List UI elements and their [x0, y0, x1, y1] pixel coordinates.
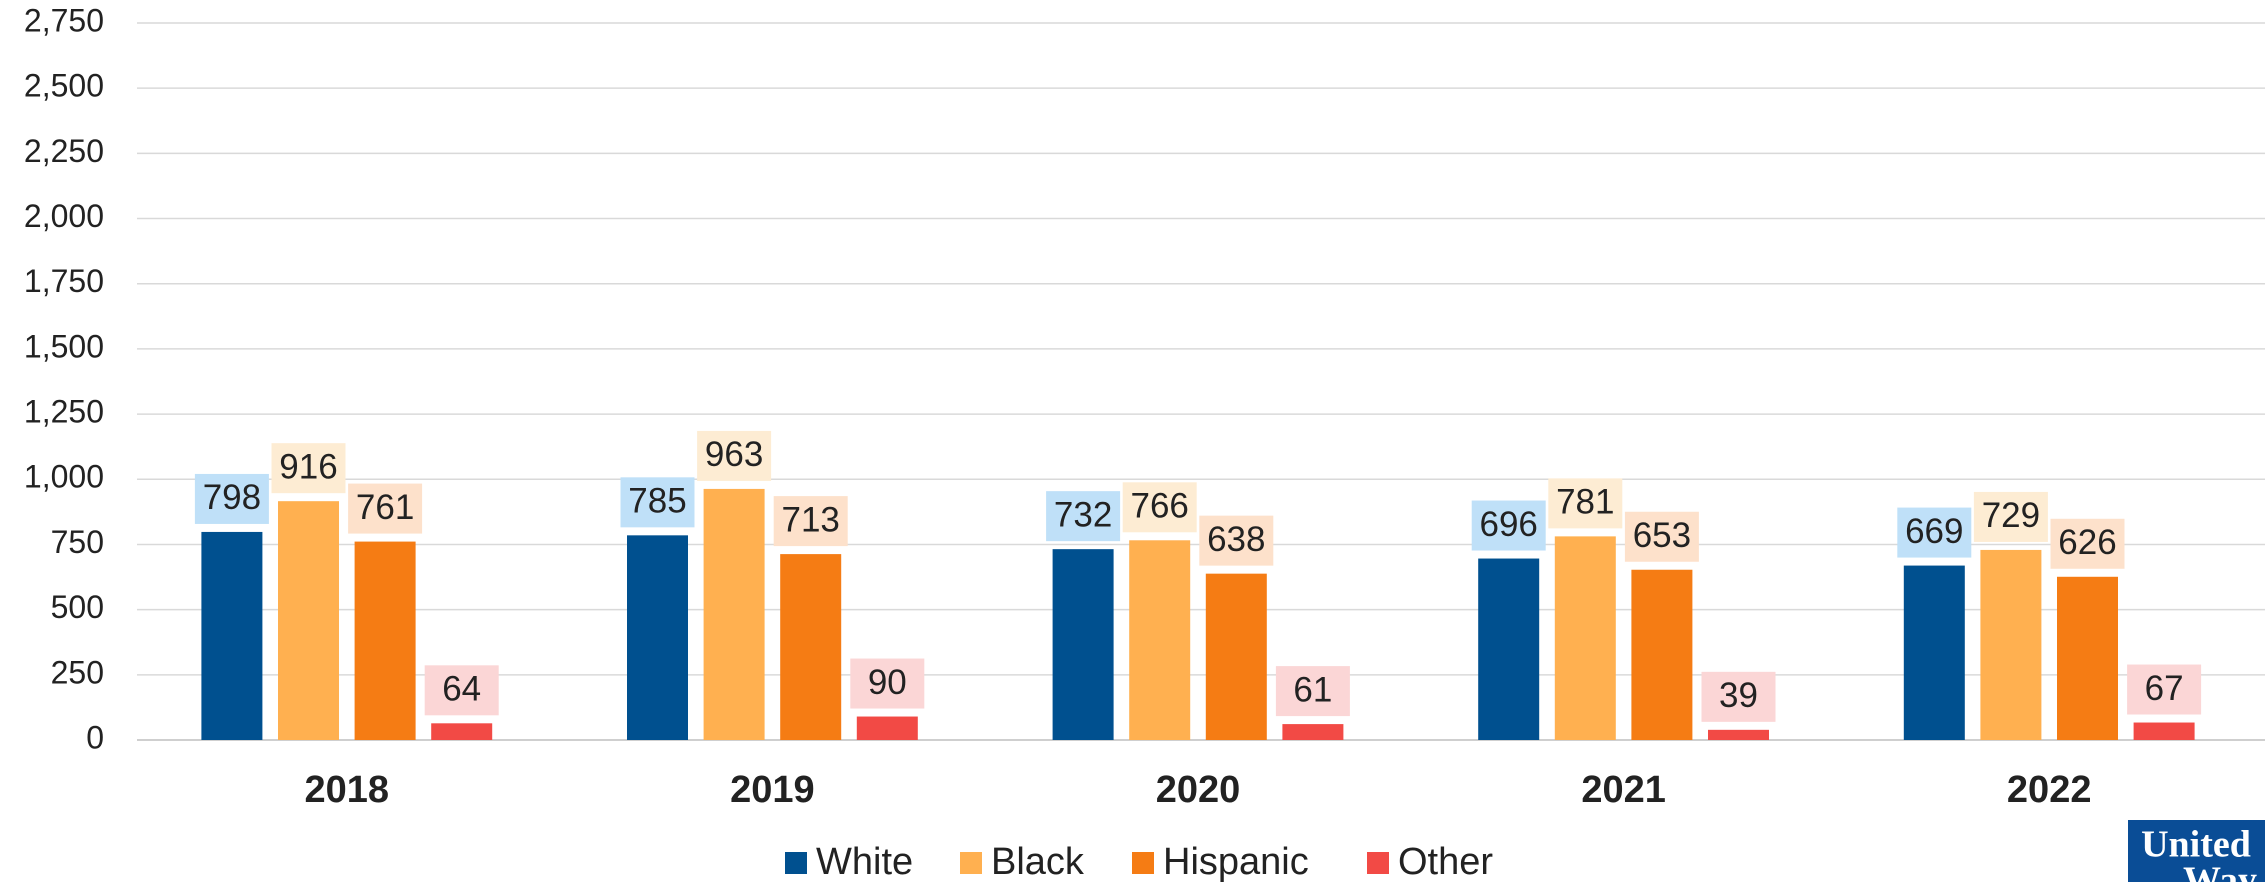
bar	[1129, 540, 1191, 740]
y-tick-label: 1,250	[24, 394, 104, 430]
data-label-bg	[773, 496, 848, 547]
x-tick-label: 2022	[2007, 769, 2092, 811]
y-tick-label: 1,000	[24, 459, 104, 495]
data-label: 638	[1207, 520, 1265, 559]
y-tick-label: 2,000	[24, 198, 104, 234]
data-label: 39	[1719, 676, 1758, 715]
x-tick-label: 2019	[730, 769, 815, 811]
data-label-bg	[424, 665, 499, 716]
bar	[780, 554, 842, 740]
bar	[1554, 536, 1616, 740]
data-label: 916	[279, 447, 337, 486]
y-tick-label: 2,250	[24, 133, 104, 169]
y-tick-label: 500	[51, 589, 104, 625]
data-label: 61	[1293, 670, 1332, 709]
bar	[1052, 549, 1114, 740]
logo-text: United	[2141, 824, 2251, 866]
bar	[1708, 729, 1769, 740]
data-label: 729	[1982, 496, 2040, 535]
bar	[627, 535, 688, 740]
bar	[1631, 569, 1693, 740]
data-label-bg	[2050, 518, 2125, 569]
bar	[1980, 549, 2042, 740]
y-tick-label: 1,500	[24, 328, 104, 364]
data-label: 781	[1556, 483, 1614, 522]
logo-text: Way	[2183, 860, 2257, 882]
data-label-bg	[1973, 491, 2048, 542]
data-label-bg	[1199, 515, 1274, 566]
data-label: 785	[628, 482, 686, 521]
bar	[1282, 724, 1344, 740]
data-label: 653	[1633, 516, 1691, 555]
y-tick-label: 0	[86, 719, 104, 755]
bar	[201, 531, 263, 740]
legend-swatch	[1132, 852, 1154, 874]
bar	[354, 541, 416, 740]
data-label: 67	[2145, 669, 2184, 708]
legend-swatch	[960, 852, 982, 874]
data-label-bg	[271, 443, 346, 494]
y-tick-label: 2,750	[24, 2, 104, 38]
x-tick-label: 2018	[305, 769, 390, 811]
data-label-bg	[1046, 491, 1121, 542]
legend-label: Other	[1398, 841, 1493, 882]
data-label: 798	[203, 478, 261, 517]
data-label-bg	[1471, 500, 1546, 551]
data-label-bg	[1122, 482, 1197, 533]
bar	[2133, 722, 2195, 740]
data-label: 626	[2058, 523, 2116, 562]
y-tick-label: 750	[51, 524, 104, 560]
data-label-bg	[1624, 511, 1699, 562]
bar	[1205, 573, 1267, 740]
data-label-bg	[1701, 671, 1776, 722]
data-label-bg	[620, 477, 695, 528]
legend-label: Black	[991, 841, 1085, 882]
data-label: 761	[356, 488, 414, 527]
legend-swatch	[785, 852, 807, 874]
bar	[703, 488, 765, 740]
data-label: 669	[1905, 512, 1963, 551]
data-label-bg	[348, 483, 423, 534]
bar	[2057, 576, 2118, 740]
logo-box	[2128, 820, 2265, 882]
data-label: 713	[781, 500, 839, 539]
data-label: 696	[1479, 505, 1537, 544]
data-label: 766	[1130, 487, 1188, 526]
legend-label: Hispanic	[1163, 841, 1309, 882]
data-label-bg	[1548, 478, 1623, 529]
data-label: 64	[442, 670, 481, 709]
bar	[431, 723, 493, 740]
bar	[1478, 558, 1540, 740]
y-tick-label: 250	[51, 654, 104, 690]
bar	[278, 501, 339, 740]
y-tick-label: 2,500	[24, 68, 104, 104]
legend-swatch	[1367, 852, 1389, 874]
data-label-bg	[1275, 666, 1350, 717]
data-label: 732	[1054, 495, 1112, 534]
data-label-bg	[697, 430, 772, 481]
data-label: 90	[868, 663, 907, 702]
x-tick-label: 2021	[1581, 769, 1666, 811]
data-label-bg	[1897, 507, 1972, 558]
legend-label: White	[816, 841, 913, 882]
y-tick-label: 1,750	[24, 263, 104, 299]
data-label-bg	[2127, 664, 2202, 715]
bar	[1903, 565, 1965, 740]
x-tick-label: 2020	[1156, 769, 1241, 811]
data-label-bg	[850, 658, 925, 709]
data-label-bg	[194, 473, 269, 524]
bar	[856, 716, 918, 740]
data-label: 963	[705, 435, 763, 474]
